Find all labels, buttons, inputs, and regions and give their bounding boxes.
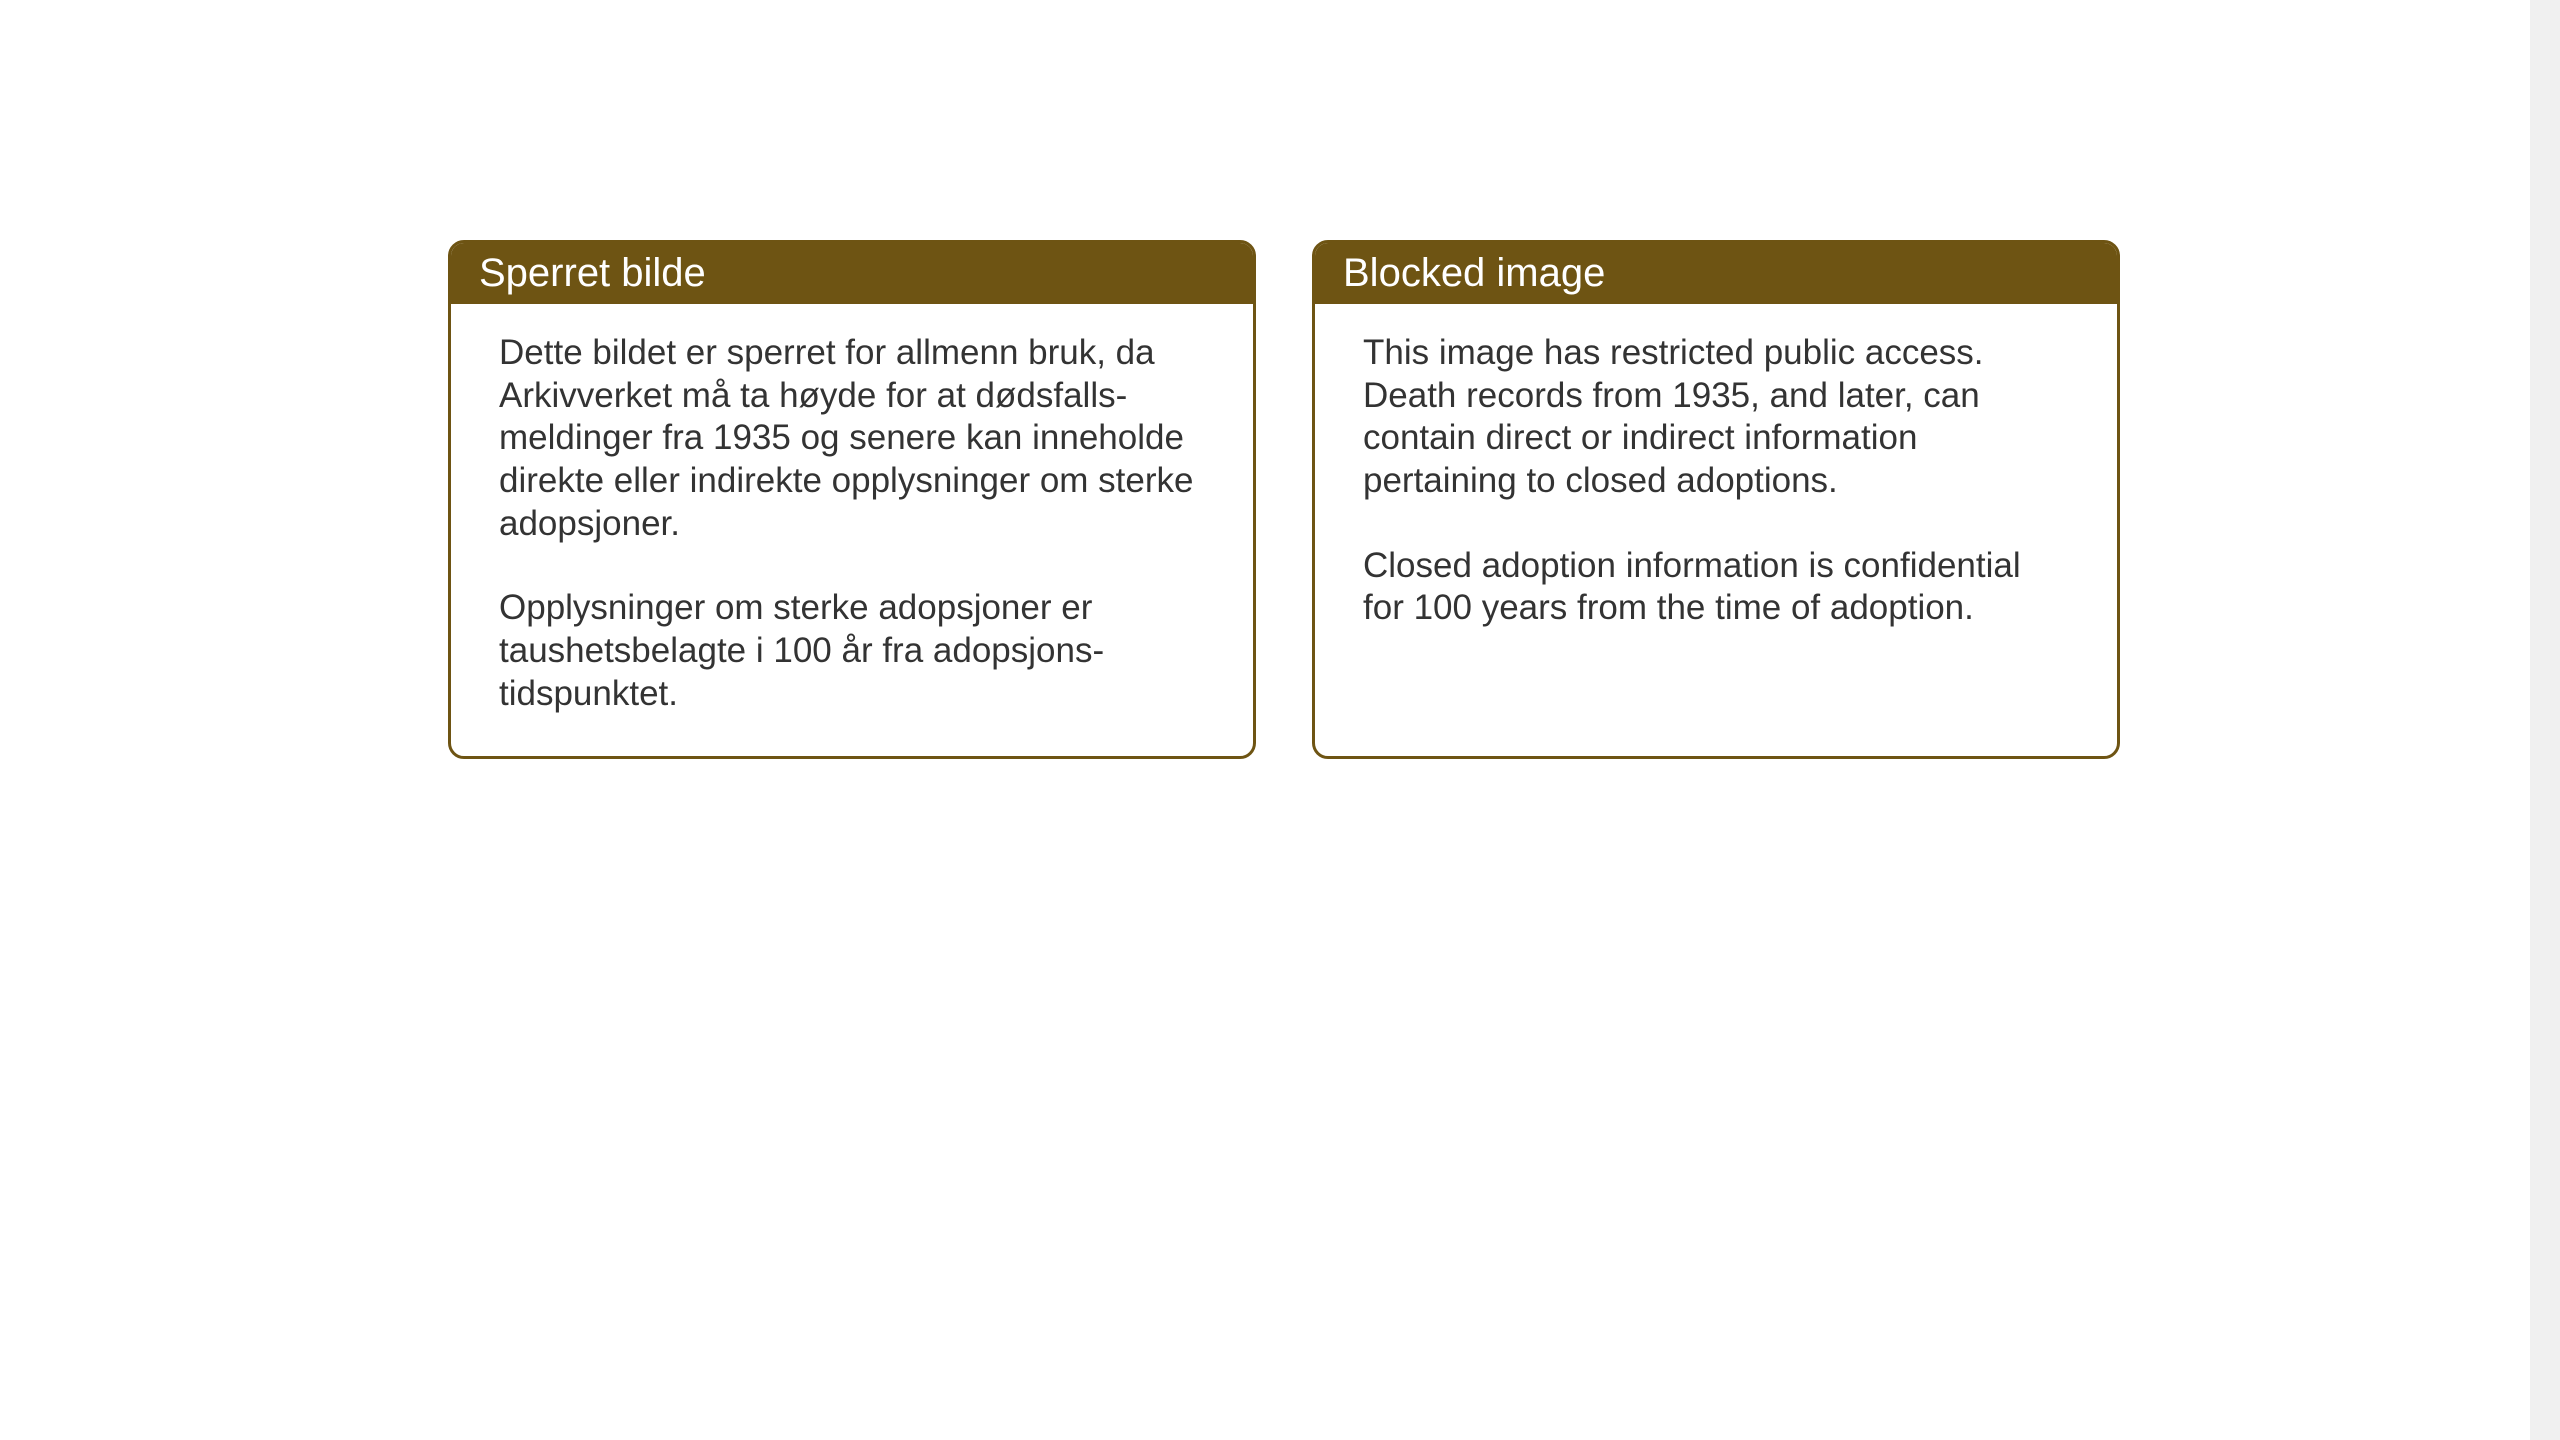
notice-body-english: This image has restricted public access.… [1315,304,2117,670]
scrollbar-track[interactable] [2530,0,2560,1440]
notice-card-norwegian: Sperret bilde Dette bildet er sperret fo… [448,240,1256,759]
notice-paragraph-2-norwegian: Opplysninger om sterke adopsjoner er tau… [499,587,1205,715]
notice-title-norwegian: Sperret bilde [479,251,706,295]
notice-body-norwegian: Dette bildet er sperret for allmenn bruk… [451,304,1253,756]
notice-paragraph-1-norwegian: Dette bildet er sperret for allmenn bruk… [499,332,1205,545]
notice-card-english: Blocked image This image has restricted … [1312,240,2120,759]
notice-paragraph-1-english: This image has restricted public access.… [1363,332,2069,503]
notice-header-norwegian: Sperret bilde [451,243,1253,304]
notice-header-english: Blocked image [1315,243,2117,304]
notice-paragraph-2-english: Closed adoption information is confident… [1363,545,2069,630]
notice-container: Sperret bilde Dette bildet er sperret fo… [448,240,2120,759]
notice-title-english: Blocked image [1343,251,1605,295]
